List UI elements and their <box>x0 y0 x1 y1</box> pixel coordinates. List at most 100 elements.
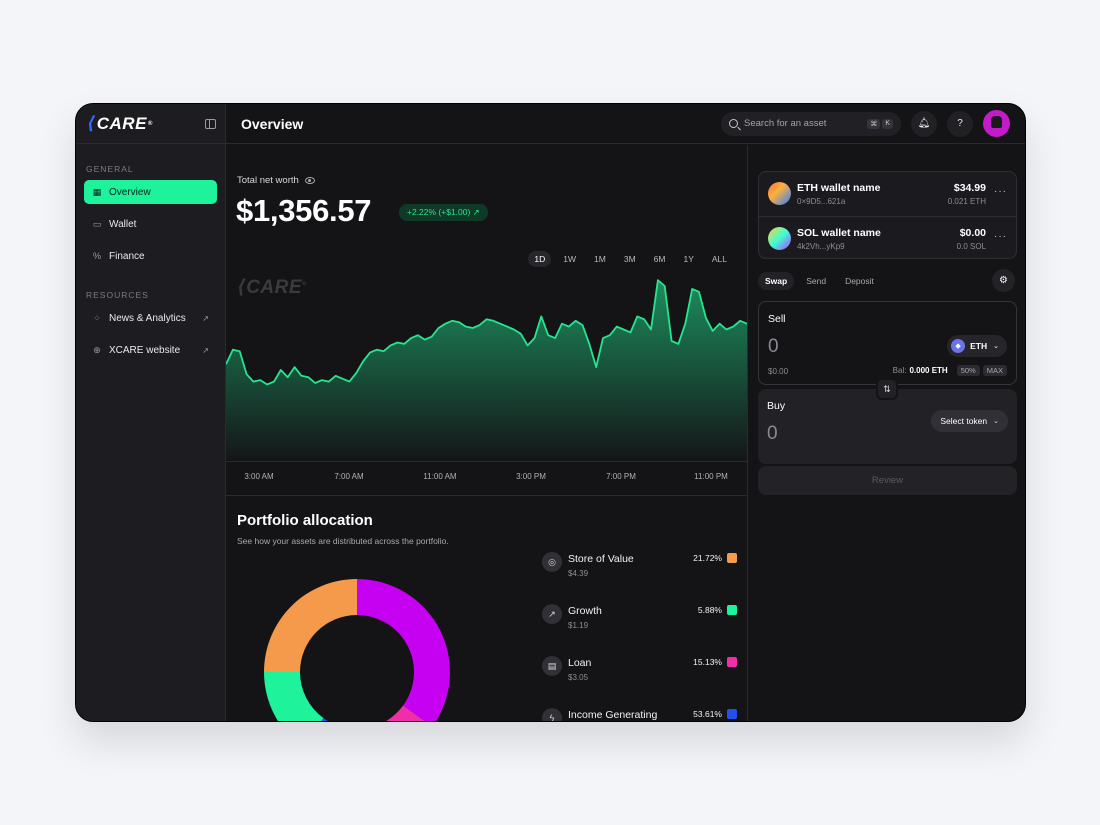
section-divider <box>226 495 747 496</box>
sidebar-item-finance[interactable]: % Finance <box>84 244 217 268</box>
range-selector: 1D 1W 1M 3M 6M 1Y ALL <box>528 251 733 267</box>
logo-text: CARE <box>96 113 147 133</box>
tab-deposit[interactable]: Deposit <box>845 276 874 286</box>
swap-arrows-icon: ⇅ <box>883 383 891 394</box>
chevron-down-icon: ⌄ <box>993 343 999 350</box>
chart-watermark: ⟨CARE® <box>237 277 307 298</box>
sidebar-item-overview[interactable]: ▦ Overview <box>84 180 217 204</box>
donut-slice[interactable] <box>357 579 450 722</box>
sell-token-select[interactable]: ◆ ETH ⌄ <box>947 335 1007 357</box>
legend-swatch <box>727 709 737 719</box>
range-6m[interactable]: 6M <box>653 254 666 264</box>
legend-value: $4.39 <box>568 569 589 578</box>
globe-icon: ⊕ <box>93 344 101 355</box>
allocation-donut <box>264 579 450 723</box>
legend-name: Store of Value <box>568 553 634 565</box>
donut-slice[interactable] <box>302 718 385 722</box>
legend-name: Loan <box>568 657 592 669</box>
x-tick-label: 11:00 AM <box>423 472 457 481</box>
external-link-icon: ↗ <box>202 313 209 323</box>
logo-row: ⟨ CARE ® <box>76 104 225 144</box>
page-title: Overview <box>241 115 304 132</box>
portfolio-title: Portfolio allocation <box>237 512 373 529</box>
tab-send[interactable]: Send <box>806 276 827 286</box>
chevron-down-icon: ⌄ <box>993 418 999 425</box>
bell-icon: 🔔︎ <box>917 118 931 129</box>
donut-slice[interactable] <box>264 672 324 722</box>
sidebar-item-label: Wallet <box>109 218 137 230</box>
portfolio-subtitle: See how your assets are distributed acro… <box>237 536 449 546</box>
app-window: ⟨ CARE ® GENERAL ▦ Overview ▭ Wallet % Fi… <box>75 103 1026 722</box>
coin-icon: ◎ <box>542 552 562 572</box>
legend-item[interactable]: ▤ Loan $3.05 15.13% <box>542 654 737 706</box>
section-label-general: GENERAL <box>86 164 134 174</box>
wallet-row-eth[interactable]: ETH wallet name 0×9D5...621a $34.99 0.02… <box>759 172 1016 216</box>
range-1d[interactable]: 1D <box>528 251 552 267</box>
notifications-button[interactable]: 🔔︎ <box>911 110 937 137</box>
buy-amount-input[interactable]: 0 <box>767 423 778 444</box>
review-button[interactable]: Review <box>758 466 1017 495</box>
help-button[interactable]: ? <box>947 110 973 137</box>
networth-label: Total net worth <box>237 175 315 186</box>
sidebar-item-website[interactable]: ⊕ XCARE website ↗ <box>84 338 217 362</box>
sell-label: Sell <box>768 313 786 325</box>
legend-percent: 53.61% <box>693 709 722 719</box>
eye-icon[interactable] <box>304 177 315 184</box>
x-axis-line <box>226 461 747 462</box>
donut-slice[interactable] <box>264 579 357 672</box>
legend-swatch <box>727 605 737 615</box>
change-badge: +2.22% (+$1.00) ↗ <box>399 204 488 221</box>
chart-area-fill <box>226 280 747 463</box>
range-3m[interactable]: 3M <box>623 254 636 264</box>
range-1w[interactable]: 1W <box>563 254 577 264</box>
news-icon: ⁘ <box>93 312 101 323</box>
swap-direction-button[interactable]: ⇅ <box>876 378 898 400</box>
avatar[interactable] <box>983 110 1010 137</box>
search-icon <box>729 119 738 128</box>
wallet-icon: ▭ <box>92 218 102 229</box>
chart-line <box>226 279 747 386</box>
help-icon: ? <box>957 118 963 129</box>
legend-name: Growth <box>568 605 602 617</box>
legend-item[interactable]: ↗ Growth $1.19 5.88% <box>542 602 737 654</box>
x-tick-label: 3:00 AM <box>244 472 274 481</box>
sol-wallet-icon <box>768 227 791 250</box>
header: Overview Search for an asset ⌘ K 🔔︎ ? <box>226 104 1025 144</box>
fifty-percent-button[interactable]: 50% <box>956 365 980 376</box>
range-1m[interactable]: 1M <box>594 254 606 264</box>
sidebar-collapse-icon[interactable] <box>205 118 216 129</box>
search-input[interactable]: Search for an asset ⌘ K <box>721 111 901 136</box>
settings-button[interactable]: ⚙ <box>992 269 1015 292</box>
max-button[interactable]: MAX <box>982 365 1007 376</box>
legend-name: Income Generating <box>568 709 658 721</box>
range-1y[interactable]: 1Y <box>683 254 694 264</box>
allocation-legend: ◎ Store of Value $4.39 21.72% ↗ Growth $1.19 5.… <box>542 550 737 721</box>
more-icon[interactable]: ··· <box>994 231 1007 242</box>
wallet-row-sol[interactable]: SOL wallet name 4k2Vh...yKp9 $0.00 0.0 S… <box>759 216 1016 258</box>
sell-amount-input[interactable]: 0 <box>768 336 779 357</box>
tab-swap[interactable]: Swap <box>758 272 795 290</box>
finance-icon: % <box>92 251 101 261</box>
legend-item[interactable]: ◎ Store of Value $4.39 21.72% <box>542 550 737 602</box>
swap-tabs: Swap Send Deposit <box>758 272 881 290</box>
select-token-button[interactable]: Select token ⌄ <box>931 410 1008 432</box>
legend-percent: 5.88% <box>697 605 722 615</box>
sell-usd-value: $0.00 <box>768 367 789 376</box>
sidebar-item-label: Overview <box>109 186 151 198</box>
donut-slice[interactable] <box>375 705 433 723</box>
sidebar-item-news[interactable]: ⁘ News & Analytics ↗ <box>84 306 217 330</box>
sidebar-item-wallet[interactable]: ▭ Wallet <box>84 212 217 236</box>
legend-percent: 21.72% <box>693 553 722 563</box>
eth-wallet-icon <box>768 182 791 205</box>
grid-icon: ▦ <box>92 186 102 197</box>
gear-icon: ⚙ <box>999 275 1008 286</box>
main-content: Total net worth $1,356.57 +2.22% (+$1.00… <box>226 145 747 721</box>
x-tick-label: 7:00 PM <box>606 472 636 481</box>
more-icon[interactable]: ··· <box>994 186 1007 197</box>
range-all[interactable]: ALL <box>711 254 727 264</box>
logo[interactable]: ⟨ CARE ® <box>87 113 153 133</box>
eth-icon: ◆ <box>951 339 966 353</box>
sidebar-item-label: XCARE website <box>109 344 181 356</box>
sidebar: ⟨ CARE ® GENERAL ▦ Overview ▭ Wallet % Fi… <box>76 104 226 721</box>
